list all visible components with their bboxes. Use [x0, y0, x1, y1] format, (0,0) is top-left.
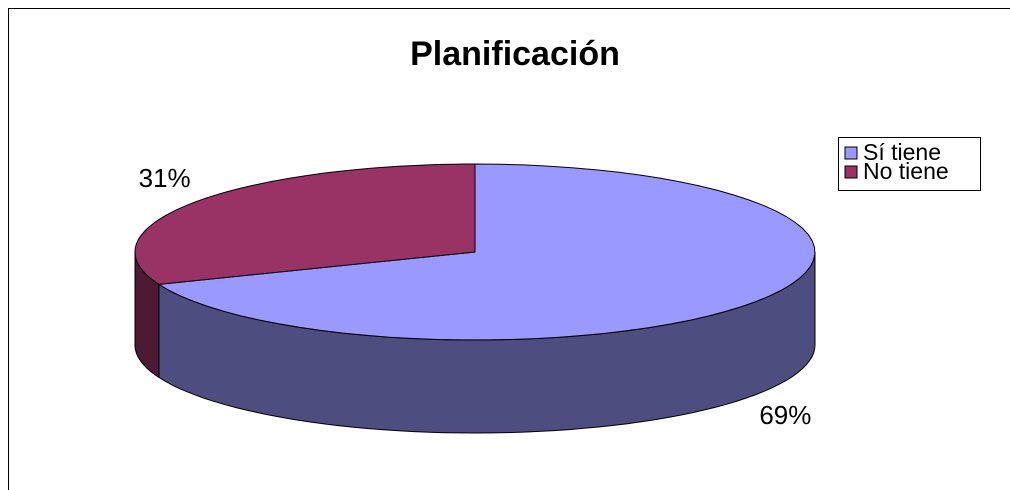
chart-title: Planificación — [410, 35, 620, 73]
legend-label: No tiene — [863, 158, 949, 184]
legend-swatch — [844, 165, 858, 179]
legend-label: Sí tiene — [863, 139, 941, 165]
chart-border — [8, 8, 1010, 490]
pie-slice — [157, 163, 816, 341]
legend-swatch — [844, 146, 858, 160]
legend-box — [838, 137, 981, 191]
data-label: 69% — [759, 400, 811, 430]
data-label: 31% — [139, 163, 191, 193]
pie-slice — [134, 163, 476, 285]
